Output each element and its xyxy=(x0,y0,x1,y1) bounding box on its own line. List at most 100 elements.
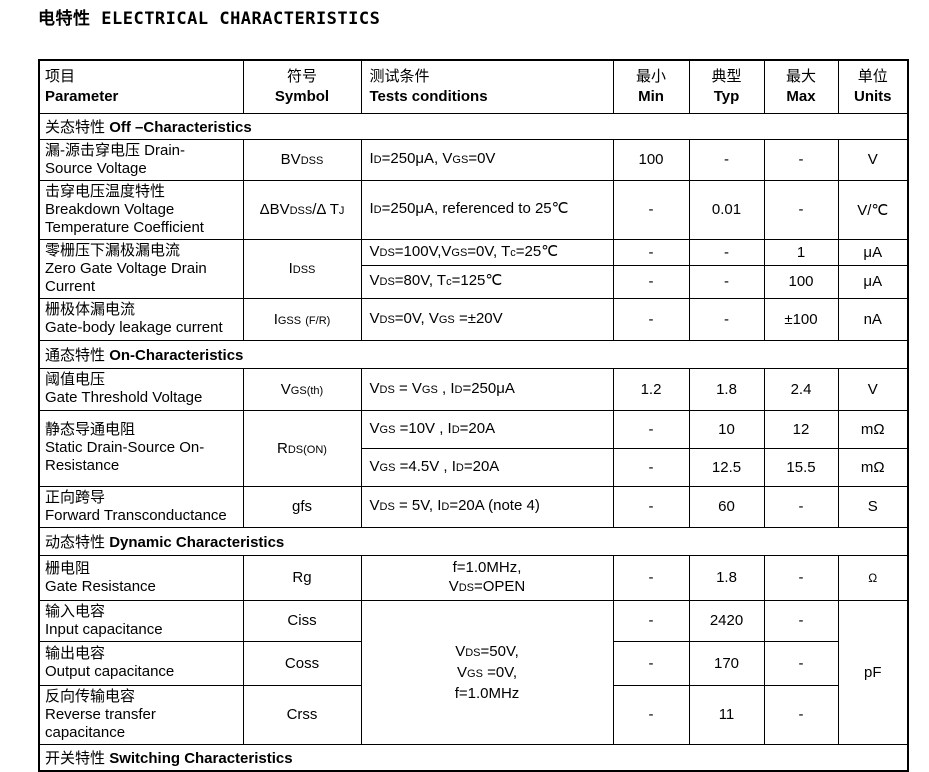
unit-cell: mΩ xyxy=(837,447,909,487)
table-row-coss: 输出电容 Output capacitance Coss - 170 - xyxy=(38,640,908,686)
typ-cell: 2420 xyxy=(688,599,765,642)
min-cell: - xyxy=(612,485,690,528)
max-cell: - xyxy=(763,554,839,601)
typ-cell: 11 xyxy=(688,684,765,745)
cond-cell: VDS=0V, VGS =±20V xyxy=(360,297,614,341)
max-cell: - xyxy=(763,485,839,528)
header-min: 最小 Min xyxy=(612,59,690,114)
max-cell: 2.4 xyxy=(763,367,839,411)
max-cell: ±100 xyxy=(763,297,839,341)
min-cell: - xyxy=(612,179,690,240)
section-switching: 开关特性 Switching Characteristics xyxy=(38,743,909,771)
page-title: 电特性 ELECTRICAL CHARACTERISTICS xyxy=(38,8,907,30)
unit-cell: S xyxy=(837,485,909,528)
param-cell: 栅极体漏电流 Gate-body leakage current xyxy=(38,297,244,341)
table-row-dbv: 击穿电压温度特性 Breakdown Voltage Temperature C… xyxy=(38,179,909,240)
min-cell: - xyxy=(612,447,690,487)
table-row-bvdss: 漏-源击穿电压 Drain- Source Voltage BVDSS ID=2… xyxy=(38,138,909,181)
unit-cell: nA xyxy=(837,297,909,341)
cond-cell: VGS =10V , ID=20A xyxy=(360,409,614,449)
electrical-characteristics-table: 项目 Parameter 符号 Symbol 测试条件 Tests condit… xyxy=(38,59,909,772)
min-cell: 100 xyxy=(612,138,690,181)
max-cell: - xyxy=(763,640,839,686)
unit-cell: V xyxy=(837,367,909,411)
min-cell: - xyxy=(612,297,690,341)
min-cell: - xyxy=(612,640,690,686)
cond-cell: ID=250μA, referenced to 25℃ xyxy=(360,179,614,240)
symbol-cell: Rg xyxy=(242,554,362,601)
min-cell: - xyxy=(612,554,690,601)
typ-cell: 12.5 xyxy=(688,447,765,487)
param-cell: 反向传输电容 Reverse transfer capacitance xyxy=(38,684,244,745)
min-cell: - xyxy=(612,599,690,642)
symbol-cell: VGS(th) xyxy=(242,367,362,411)
param-cell: 输入电容 Input capacitance xyxy=(38,599,244,642)
param-cell: 静态导通电阻 Static Drain-Source On- Resistanc… xyxy=(38,409,244,487)
min-cell: - xyxy=(612,409,690,449)
symbol-cell: Ciss xyxy=(242,599,362,642)
table-row-gfs: 正向跨导 Forward Transconductance gfs VDS = … xyxy=(38,485,909,528)
max-cell: - xyxy=(763,138,839,181)
section-row-switching: 开关特性 Switching Characteristics xyxy=(38,743,909,771)
typ-cell: - xyxy=(688,264,765,299)
table-row-rdson-1: 静态导通电阻 Static Drain-Source On- Resistanc… xyxy=(38,409,909,487)
param-cell: 零栅压下漏极漏电流 Zero Gate Voltage Drain Curren… xyxy=(38,238,244,299)
page-title-en: ELECTRICAL CHARACTERISTICS xyxy=(101,9,381,29)
table-row-rdson-2: VGS =4.5V , ID=20A - 12.5 15.5 mΩ xyxy=(39,447,909,487)
param-cell: 阈值电压 Gate Threshold Voltage xyxy=(38,367,244,411)
unit-cell: mΩ xyxy=(837,409,909,449)
header-parameter: 项目 Parameter xyxy=(38,59,244,114)
table-row-vgsth: 阈值电压 Gate Threshold Voltage VGS(th) VDS … xyxy=(38,367,909,411)
unit-cell: μA xyxy=(837,264,909,299)
typ-cell: 10 xyxy=(688,409,765,449)
typ-cell: 60 xyxy=(688,485,765,528)
header-units: 单位 Units xyxy=(837,59,909,114)
cond-cell: VDS = VGS , ID=250μA xyxy=(360,367,614,411)
symbol-cell: IDSS xyxy=(242,238,362,299)
typ-cell: 1.8 xyxy=(688,554,765,601)
page-title-zh: 电特性 xyxy=(38,9,91,29)
section-dynamic: 动态特性 Dynamic Characteristics xyxy=(38,526,909,556)
cond-cell: VGS =4.5V , ID=20A xyxy=(360,447,614,487)
max-cell: 100 xyxy=(763,264,839,299)
table-row-idss-1: 零栅压下漏极漏电流 Zero Gate Voltage Drain Curren… xyxy=(38,238,909,299)
symbol-cell: Coss xyxy=(242,640,362,686)
param-cell: 栅电阻 Gate Resistance xyxy=(38,554,244,601)
symbol-cell: gfs xyxy=(242,485,362,528)
typ-cell: 0.01 xyxy=(688,179,765,240)
unit-cell: pF xyxy=(837,599,909,745)
param-cell: 漏-源击穿电压 Drain- Source Voltage xyxy=(38,138,244,181)
table-header-row: 项目 Parameter 符号 Symbol 测试条件 Tests condit… xyxy=(38,59,909,114)
symbol-cell: RDS(ON) xyxy=(242,409,362,487)
cond-cell: VDS = 5V, ID=20A (note 4) xyxy=(360,485,614,528)
cond-cell: VDS=50V, VGS =0V, f=1.0MHz xyxy=(360,599,614,745)
cond-cell: VDS=100V,VGS=0V, Tc=25℃ xyxy=(360,238,614,266)
unit-cell: V/℃ xyxy=(837,179,909,240)
cond-cell: VDS=80V, Tc=125℃ xyxy=(360,264,614,299)
header-conditions: 测试条件 Tests conditions xyxy=(360,59,614,114)
typ-cell: 170 xyxy=(688,640,765,686)
param-cell: 击穿电压温度特性 Breakdown Voltage Temperature C… xyxy=(38,179,244,240)
header-max: 最大 Max xyxy=(763,59,839,114)
max-cell: 1 xyxy=(763,238,839,266)
header-symbol: 符号 Symbol xyxy=(242,59,362,114)
unit-cell: V xyxy=(837,138,909,181)
symbol-cell: Crss xyxy=(242,684,362,745)
table-row-rg: 栅电阻 Gate Resistance Rg f=1.0MHz, VDS=OPE… xyxy=(38,554,909,601)
table-row-ciss: 输入电容 Input capacitance Ciss VDS=50V, VGS… xyxy=(38,599,909,745)
typ-cell: - xyxy=(688,238,765,266)
section-on: 通态特性 On-Characteristics xyxy=(38,339,909,369)
table-row-igss: 栅极体漏电流 Gate-body leakage current IGSS (F… xyxy=(38,297,909,341)
section-off: 关态特性 Off –Characteristics xyxy=(38,112,909,140)
section-row-dynamic: 动态特性 Dynamic Characteristics xyxy=(38,526,909,556)
unit-cell: μA xyxy=(837,238,909,266)
max-cell: - xyxy=(763,684,839,745)
min-cell: - xyxy=(612,238,690,266)
typ-cell: - xyxy=(688,138,765,181)
typ-cell: - xyxy=(688,297,765,341)
symbol-cell: ΔBVDSS/Δ TJ xyxy=(242,179,362,240)
section-row-off: 关态特性 Off –Characteristics xyxy=(38,112,909,140)
symbol-cell: BVDSS xyxy=(242,138,362,181)
param-cell: 正向跨导 Forward Transconductance xyxy=(38,485,244,528)
